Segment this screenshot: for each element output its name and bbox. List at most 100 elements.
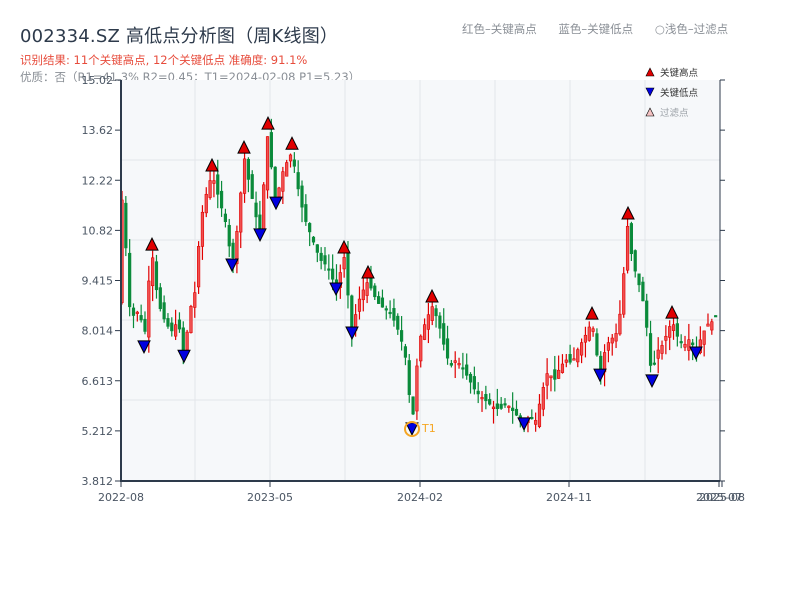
candle-down bbox=[595, 333, 599, 356]
candle-up bbox=[541, 387, 545, 410]
candle-up bbox=[185, 331, 189, 351]
top-color-legend: 红色–关键高点 蓝色–关键低点 ○浅色–过滤点 bbox=[462, 21, 728, 37]
candle-up bbox=[537, 403, 542, 427]
candle-up bbox=[683, 343, 687, 348]
key-low-marker bbox=[329, 282, 343, 297]
key-high-marker bbox=[665, 304, 679, 319]
candle-down bbox=[377, 296, 381, 304]
t1-ring-icon bbox=[404, 421, 420, 437]
candle-up bbox=[698, 339, 702, 354]
x-tick-label: 2025-08 bbox=[699, 491, 745, 504]
candle-up bbox=[583, 334, 588, 343]
candle-up bbox=[204, 193, 208, 214]
key-high-marker bbox=[237, 140, 251, 154]
candle-down bbox=[461, 367, 465, 370]
candles bbox=[120, 118, 718, 433]
candle-up bbox=[579, 342, 584, 356]
candle-down bbox=[553, 369, 557, 380]
candle-down bbox=[392, 308, 396, 321]
candle-down bbox=[679, 341, 683, 344]
candle-up bbox=[265, 136, 270, 191]
candle-up bbox=[288, 154, 293, 162]
candle-up bbox=[189, 306, 193, 334]
candle-down bbox=[645, 300, 649, 328]
result-summary: 识别结果: 11个关键高点, 12个关键低点 准确度: 91.1% bbox=[20, 53, 308, 67]
key-low-marker bbox=[593, 368, 607, 383]
candle-down bbox=[637, 273, 641, 286]
candle-down bbox=[300, 185, 304, 208]
candle-up bbox=[557, 369, 561, 379]
key-point-markers: T1 bbox=[137, 116, 703, 437]
legend-filtered-icon bbox=[645, 107, 655, 117]
candle-down bbox=[170, 322, 174, 332]
candle-up bbox=[480, 397, 484, 400]
key-low-marker bbox=[517, 417, 531, 431]
candle-up bbox=[285, 162, 289, 177]
candle-up bbox=[710, 321, 714, 331]
candle-down bbox=[227, 224, 231, 247]
candle-up bbox=[365, 282, 369, 296]
candle-up bbox=[545, 373, 549, 386]
candle-down bbox=[476, 390, 480, 395]
key-low-marker bbox=[137, 340, 151, 355]
candle-down bbox=[380, 297, 385, 308]
candle-up bbox=[415, 365, 419, 412]
candle-up bbox=[338, 272, 342, 288]
candle-up bbox=[576, 349, 580, 363]
candle-up bbox=[422, 324, 427, 340]
candle-up bbox=[147, 280, 151, 338]
x-tick-label: 2024-11 bbox=[546, 491, 592, 504]
candle-down bbox=[219, 190, 224, 209]
candle-up bbox=[200, 211, 205, 247]
candle-down bbox=[714, 315, 718, 318]
candle-down bbox=[468, 373, 473, 383]
candle-down bbox=[319, 252, 323, 261]
candle-up bbox=[668, 326, 672, 338]
candle-down bbox=[495, 403, 499, 409]
candle-down bbox=[162, 302, 166, 320]
candle-up bbox=[281, 171, 285, 192]
candle-up bbox=[587, 326, 591, 341]
candle-up bbox=[193, 292, 197, 308]
candle-down bbox=[166, 318, 170, 327]
candle-up bbox=[572, 358, 576, 361]
candle-down bbox=[472, 376, 476, 390]
x-tick-label: 2025-07 bbox=[696, 491, 742, 504]
candle-down bbox=[216, 174, 220, 195]
candle-down bbox=[384, 308, 388, 311]
candle-down bbox=[648, 333, 653, 366]
key-high-marker bbox=[285, 136, 299, 150]
candle-down bbox=[411, 396, 415, 415]
candle-up bbox=[277, 187, 281, 198]
candle-down bbox=[124, 202, 128, 249]
key-low-marker bbox=[689, 346, 703, 361]
y-tick-label: 15.02 bbox=[82, 74, 114, 87]
candle-down bbox=[641, 281, 645, 302]
x-tick-label: 2024-02 bbox=[397, 491, 443, 504]
key-low-marker bbox=[177, 349, 191, 364]
y-tick-label: 13.62 bbox=[82, 124, 114, 137]
candle-up bbox=[507, 405, 511, 408]
legend-label: 关键高点 bbox=[660, 67, 699, 79]
candle-up bbox=[591, 328, 595, 332]
chart-title: 002334.SZ 高低点分析图（周K线图） bbox=[20, 26, 339, 47]
candle-down bbox=[568, 354, 572, 363]
y-tick-label: 3.812 bbox=[82, 475, 114, 488]
candle-down bbox=[350, 295, 354, 332]
candle-down bbox=[231, 242, 235, 258]
candle-down bbox=[331, 268, 335, 280]
legend-label: 过滤点 bbox=[660, 107, 689, 119]
candle-down bbox=[223, 213, 228, 223]
y-tick-label: 12.22 bbox=[82, 174, 114, 187]
key-high-marker bbox=[145, 236, 159, 251]
candle-down bbox=[675, 323, 679, 337]
candle-down bbox=[488, 399, 492, 405]
candle-up bbox=[534, 420, 538, 425]
candle-down bbox=[438, 315, 442, 329]
candle-up bbox=[197, 246, 201, 288]
axes: 15.02 13.62 12.22 10.82 9.415 8.014 6.613 5.212… bbox=[82, 74, 745, 504]
legend-high-icon bbox=[645, 67, 655, 77]
candle-down bbox=[445, 338, 450, 359]
candle-down bbox=[246, 158, 250, 180]
